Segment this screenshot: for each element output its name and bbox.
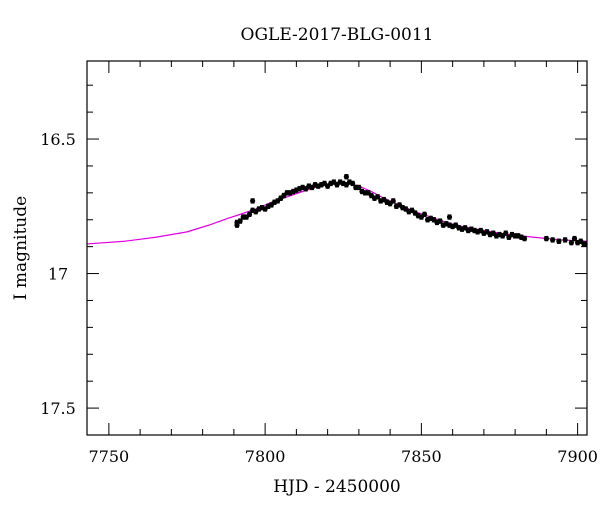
data-point: [446, 214, 453, 220]
x-tick-label: 7850: [401, 447, 442, 466]
data-point: [250, 198, 256, 204]
x-tick-label: 7800: [245, 447, 286, 466]
data-point: [543, 235, 549, 242]
data-point: [234, 219, 240, 226]
x-tick-label: 7750: [89, 447, 130, 466]
y-tick-label: 17.5: [40, 399, 76, 418]
data-point: [550, 237, 556, 243]
data-point: [562, 237, 568, 243]
y-tick-label: 17: [48, 265, 68, 284]
data-point: [350, 180, 356, 187]
data-point: [503, 230, 509, 236]
data-point: [521, 235, 528, 242]
data-point: [356, 184, 362, 191]
data-point: [390, 198, 396, 204]
plot-area: [87, 174, 587, 247]
data-point: [246, 211, 253, 217]
chart-title: OGLE-2017-BLG-0011: [241, 25, 434, 45]
data-point: [584, 241, 587, 247]
data-point: [421, 211, 428, 217]
data-point: [556, 238, 562, 244]
y-axis-label: I magnitude: [11, 196, 31, 300]
data-point: [375, 194, 381, 200]
x-axis-label: HJD - 2450000: [273, 477, 401, 497]
data-point: [571, 235, 578, 242]
axis-ticks: 7750 7800 7850 7900 16.5 17 17.5: [40, 61, 598, 466]
data-point: [568, 240, 574, 246]
x-tick-label: 7900: [557, 447, 598, 466]
data-point: [343, 174, 349, 180]
plot-frame: [86, 60, 588, 436]
data-point: [437, 218, 443, 224]
y-tick-label: 16.5: [40, 130, 76, 149]
